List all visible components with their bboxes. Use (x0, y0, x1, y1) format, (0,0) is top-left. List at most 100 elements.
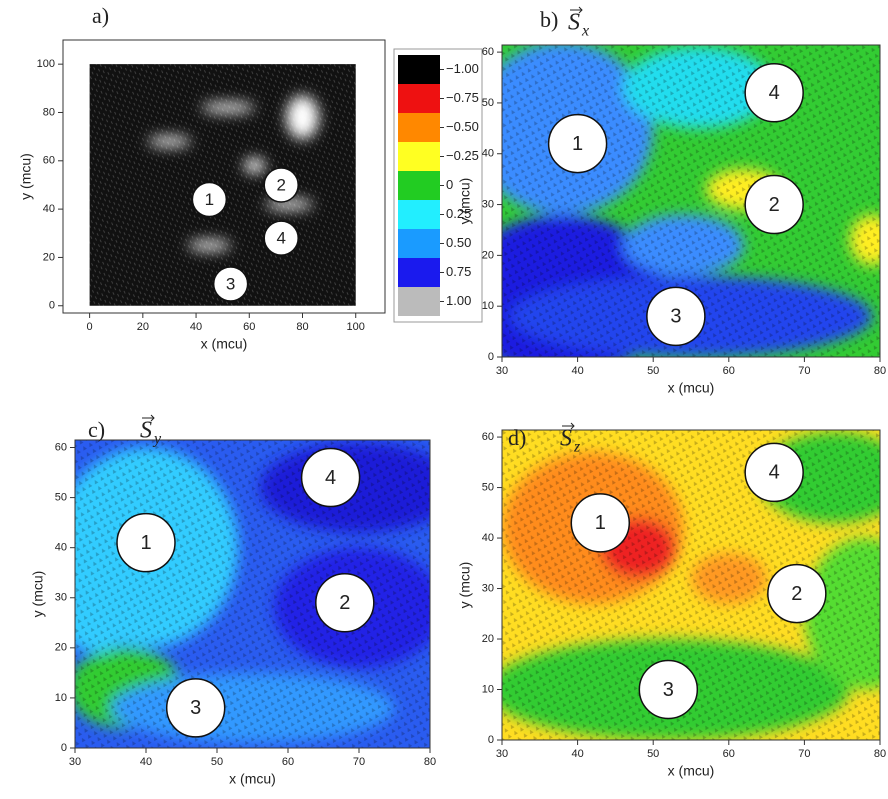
colorbar-swatch (398, 113, 440, 142)
y-tick-label: 0 (61, 742, 67, 754)
title-subscript: z (573, 439, 581, 456)
colorbar-swatch (398, 200, 440, 229)
x-tick-label: 50 (647, 748, 659, 760)
x-tick-label: 20 (137, 321, 149, 333)
x-tick-label: 70 (798, 365, 810, 377)
field (54, 440, 459, 748)
x-tick-label: 80 (296, 321, 308, 333)
panel-label: d) (508, 425, 526, 450)
colorbar-label: 0 (446, 177, 453, 192)
colorbar-label: 0.75 (446, 264, 471, 279)
colorbar-label: 1.00 (446, 293, 471, 308)
title: S (560, 426, 572, 452)
y-tick-label: 60 (482, 46, 494, 58)
page: {"chart_data": [ {"type": "field", "pane… (0, 0, 888, 799)
x-tick-label: 30 (496, 365, 508, 377)
y-tick-label: 40 (55, 542, 67, 554)
x-tick-label: 0 (87, 321, 93, 333)
panel-label: a) (92, 3, 109, 28)
grain-label: 3 (663, 679, 674, 701)
panel-label: c) (88, 417, 105, 442)
grain-label: 1 (140, 532, 151, 554)
x-tick-label: 40 (571, 365, 583, 377)
y-tick-label: 40 (482, 148, 494, 160)
y-tick-label: 0 (488, 351, 494, 363)
figure: 020406080100020406080100x (mcu)y (mcu)a)… (0, 0, 888, 794)
x-tick-label: 60 (282, 756, 294, 768)
y-tick-label: 60 (482, 431, 494, 443)
x-tick-label: 40 (140, 756, 152, 768)
y-tick-label: 10 (482, 300, 494, 312)
x-tick-label: 40 (190, 321, 202, 333)
x-tick-label: 70 (798, 748, 810, 760)
grain-label: 3 (670, 306, 681, 328)
colorbar-swatch (398, 229, 440, 258)
colorbar-swatch (398, 84, 440, 113)
x-tick-label: 80 (874, 365, 886, 377)
grain-label: 2 (339, 592, 350, 614)
grain-label: 3 (226, 274, 235, 293)
arrow-texture (75, 440, 430, 748)
y-tick-label: 80 (43, 106, 55, 118)
y-tick-label: 20 (482, 249, 494, 261)
grain-label: 4 (769, 462, 780, 484)
y-tick-label: 60 (55, 441, 67, 453)
grain-label: 1 (205, 190, 214, 209)
grain-label: 2 (791, 583, 802, 605)
x-tick-label: 50 (647, 365, 659, 377)
x-tick-label: 40 (571, 748, 583, 760)
y-tick-label: 40 (43, 203, 55, 215)
x-tick-label: 30 (69, 756, 81, 768)
y-tick-label: 40 (482, 532, 494, 544)
x-tick-label: 60 (723, 365, 735, 377)
colorbar-label: −1.00 (446, 61, 479, 76)
x-tick-label: 50 (211, 756, 223, 768)
title-subscript: x (581, 23, 589, 40)
y-tick-label: 20 (43, 251, 55, 263)
y-axis-title: y (mcu) (30, 571, 46, 618)
colorbar-swatch (398, 55, 440, 84)
x-tick-label: 80 (424, 756, 436, 768)
y-tick-label: 0 (49, 300, 55, 312)
y-tick-label: 100 (37, 58, 55, 70)
x-axis-title: x (mcu) (668, 763, 715, 779)
y-tick-label: 60 (43, 155, 55, 167)
x-tick-label: 100 (347, 321, 365, 333)
y-tick-label: 10 (482, 683, 494, 695)
y-tick-label: 30 (55, 592, 67, 604)
x-tick-label: 60 (723, 748, 735, 760)
title-subscript: y (152, 431, 162, 448)
y-tick-label: 20 (482, 633, 494, 645)
colorbar-swatch (398, 287, 440, 316)
colorbar-swatch (398, 171, 440, 200)
colorbar-label: 0.50 (446, 235, 471, 250)
colorbar-label: −0.25 (446, 148, 479, 163)
y-tick-label: 0 (488, 734, 494, 746)
y-tick-label: 10 (55, 692, 67, 704)
grain-label: 1 (595, 512, 606, 534)
x-axis-title: x (mcu) (668, 380, 715, 396)
grain-label: 3 (190, 697, 201, 719)
grain-label: 4 (769, 82, 780, 104)
grain-label: 4 (276, 229, 285, 248)
grain-label: 2 (276, 175, 285, 194)
y-axis-title: y (mcu) (18, 153, 34, 200)
y-tick-label: 50 (482, 97, 494, 109)
grain-label: 1 (572, 133, 583, 155)
y-tick-label: 50 (482, 481, 494, 493)
grain-label: 2 (769, 194, 780, 216)
x-tick-label: 70 (353, 756, 365, 768)
y-tick-label: 30 (482, 582, 494, 594)
colorbar-swatch (398, 258, 440, 287)
y-tick-label: 20 (55, 642, 67, 654)
colorbar-label: −0.75 (446, 90, 479, 105)
colorbar-label: −0.50 (446, 119, 479, 134)
colorbar-swatch (398, 142, 440, 171)
x-tick-label: 60 (243, 321, 255, 333)
title: S (568, 10, 580, 36)
y-axis-title: y (mcu) (457, 178, 473, 225)
x-tick-label: 80 (874, 748, 886, 760)
title: S (140, 418, 152, 444)
y-tick-label: 50 (55, 491, 67, 503)
panel-label: b) (540, 7, 558, 32)
